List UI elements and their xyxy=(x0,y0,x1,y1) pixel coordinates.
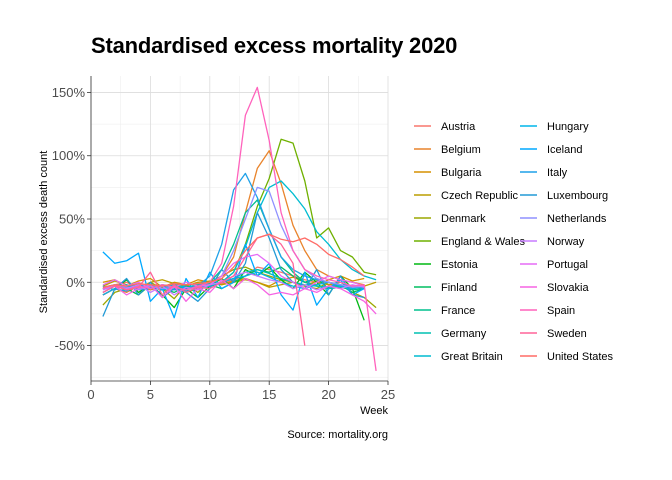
legend-label: Hungary xyxy=(547,121,589,133)
legend: Austria Belgium Bulgaria Czech Republic Denm… xyxy=(414,121,614,363)
legend-label: Iceland xyxy=(547,144,582,156)
x-axis-title: Week xyxy=(360,405,388,417)
legend-label: Belgium xyxy=(441,144,481,156)
legend-label: Spain xyxy=(547,305,575,317)
legend-item: Estonia xyxy=(414,259,479,271)
legend-item: Spain xyxy=(520,305,575,317)
legend-item: Austria xyxy=(414,121,476,133)
legend-item: England & Wales xyxy=(414,236,525,248)
legend-label: France xyxy=(441,305,475,317)
x-tick-label: 5 xyxy=(147,387,154,402)
y-tick-label: 150% xyxy=(52,85,86,100)
legend-item: Bulgaria xyxy=(414,167,482,179)
legend-item: Portugal xyxy=(520,259,588,271)
legend-item: Denmark xyxy=(414,213,486,225)
legend-label: Bulgaria xyxy=(441,167,482,179)
legend-item: Germany xyxy=(414,328,487,340)
legend-label: Estonia xyxy=(441,259,479,271)
y-tick-label: -50% xyxy=(55,338,86,353)
legend-item: Hungary xyxy=(520,121,589,133)
series-line-spain xyxy=(102,86,377,371)
legend-item: Italy xyxy=(520,167,568,179)
series-line-belgium xyxy=(102,150,365,296)
legend-item: France xyxy=(414,305,475,317)
chart-title: Standardised excess mortality 2020 xyxy=(91,33,458,58)
x-tick-label: 25 xyxy=(381,387,395,402)
legend-item: Belgium xyxy=(414,144,481,156)
legend-label: Portugal xyxy=(547,259,588,271)
series-line-united-states xyxy=(102,233,365,288)
legend-item: Slovakia xyxy=(520,282,589,294)
legend-item: Norway xyxy=(520,236,585,248)
legend-label: Sweden xyxy=(547,328,587,340)
legend-label: Slovakia xyxy=(547,282,589,294)
legend-item: Netherlands xyxy=(520,213,607,225)
series-line-czech-republic xyxy=(102,279,377,290)
legend-label: United States xyxy=(547,351,614,363)
legend-label: Norway xyxy=(547,236,585,248)
legend-item: Finland xyxy=(414,282,477,294)
legend-label: Finland xyxy=(441,282,477,294)
legend-label: Austria xyxy=(441,121,476,133)
y-tick-label: 50% xyxy=(59,212,85,227)
x-tick-label: 15 xyxy=(262,387,276,402)
legend-label: Italy xyxy=(547,167,568,179)
series-lines xyxy=(102,86,377,371)
legend-item: Czech Republic xyxy=(414,190,519,202)
legend-label: Great Britain xyxy=(441,351,503,363)
legend-item: Sweden xyxy=(520,328,587,340)
legend-label: Czech Republic xyxy=(441,190,519,202)
legend-label: Netherlands xyxy=(547,213,607,225)
x-tick-label: 20 xyxy=(321,387,335,402)
legend-item: Iceland xyxy=(520,144,582,156)
y-tick-label: 100% xyxy=(52,148,86,163)
axes: 0 5 10 15 20 25 -50% 0% 50% 100% 150% xyxy=(52,76,395,402)
legend-label: Luxembourg xyxy=(547,190,608,202)
legend-item: Luxembourg xyxy=(520,190,608,202)
legend-label: Denmark xyxy=(441,213,486,225)
legend-item: United States xyxy=(520,351,614,363)
legend-label: Germany xyxy=(441,328,487,340)
series-line-slovakia xyxy=(102,277,377,315)
y-axis-title: Standardised excess death count xyxy=(38,151,50,314)
series-line-luxembourg xyxy=(102,212,365,317)
source-caption: Source: mortality.org xyxy=(287,429,388,441)
legend-item: Great Britain xyxy=(414,351,503,363)
x-tick-label: 0 xyxy=(87,387,94,402)
x-tick-label: 10 xyxy=(203,387,217,402)
y-tick-label: 0% xyxy=(66,275,85,290)
series-line-sweden xyxy=(102,233,306,346)
legend-label: England & Wales xyxy=(441,236,525,248)
